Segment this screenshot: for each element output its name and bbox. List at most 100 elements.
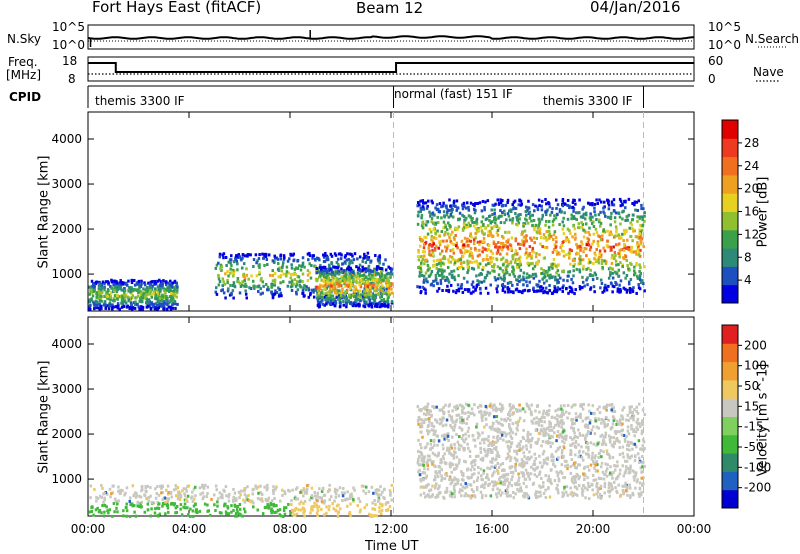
power-cell [579, 258, 582, 262]
power-cell [518, 279, 521, 283]
velocity-cell [323, 501, 326, 505]
velocity-cell [234, 497, 237, 501]
power-cell [638, 216, 642, 220]
velocity-cell [433, 453, 437, 457]
power-cell [618, 287, 622, 291]
velocity-cell [549, 425, 553, 429]
power-cell [582, 264, 585, 268]
power-cell [176, 285, 179, 289]
power-cell [328, 265, 331, 269]
power-cell [260, 276, 263, 280]
power-cell [531, 267, 535, 271]
power-cell [138, 284, 141, 288]
power-cell [566, 274, 570, 278]
velocity-cell [641, 408, 645, 412]
velocity-cell [630, 405, 633, 409]
velocity-cell [102, 514, 106, 518]
power-cell [330, 262, 334, 266]
power-cell [605, 288, 609, 292]
velocity-cell [505, 440, 508, 444]
velocity-cell [575, 493, 579, 497]
velocity-cell [186, 494, 190, 498]
velocity-cell [511, 406, 514, 410]
power-cell [434, 244, 438, 248]
power-cell [632, 229, 635, 233]
power-cell [99, 304, 103, 308]
power-cell [593, 290, 596, 294]
power-cell [467, 205, 470, 209]
power-cell [390, 282, 393, 286]
power-cell [354, 285, 357, 289]
velocity-cell [155, 491, 159, 495]
power-cell [244, 254, 247, 258]
power-cell [525, 272, 529, 276]
velocity-cell [318, 487, 321, 491]
velocity-cell [283, 506, 286, 510]
power-cell [388, 266, 392, 270]
power-cell [532, 286, 535, 290]
velocity-cell [461, 489, 464, 493]
power-cell [521, 291, 524, 295]
power-cell [503, 272, 506, 276]
power-cell [380, 295, 384, 299]
velocity-cell [242, 507, 246, 511]
power-cell [605, 244, 609, 248]
power-cell [439, 281, 443, 285]
power-cell [449, 232, 453, 236]
velocity-cell [618, 430, 621, 434]
velocity-cell [130, 502, 134, 506]
power-cell [638, 269, 641, 273]
power-cell [315, 271, 319, 275]
power-cell [581, 214, 585, 218]
power-cell [418, 270, 422, 274]
power-cell [570, 217, 573, 221]
velocity-cell [510, 484, 514, 488]
power-cell [615, 227, 618, 231]
velocity-cell [570, 479, 574, 483]
velocity-cell [541, 412, 545, 416]
velocity-cell [202, 486, 206, 490]
velocity-cell [577, 428, 580, 432]
power-cell [340, 253, 343, 257]
power-cell [220, 289, 223, 293]
power-cell [326, 273, 329, 277]
velocity-cell [553, 464, 557, 468]
power-cell [496, 245, 499, 249]
power-cell [330, 254, 334, 258]
velocity-cell [447, 438, 450, 442]
power-cell [358, 269, 362, 273]
velocity-cell [435, 454, 439, 458]
power-cell [156, 292, 159, 296]
velocity-cell [534, 457, 538, 461]
power-cell [502, 270, 505, 274]
power-cell [327, 281, 331, 285]
power-cell [475, 283, 479, 287]
power-cell [374, 294, 378, 298]
velocity-cell [423, 495, 427, 499]
velocity-cell [150, 500, 154, 504]
power-cell [617, 274, 621, 278]
power-cell [457, 217, 460, 221]
power-cell [592, 285, 596, 289]
power-cell [371, 294, 374, 298]
power-cell [479, 225, 483, 229]
power-cell [129, 287, 132, 291]
power-cell [625, 290, 629, 294]
power-cell [171, 295, 174, 299]
power-cell [599, 200, 603, 204]
power-cell [327, 284, 330, 288]
power-cell [145, 288, 149, 292]
power-cell [629, 234, 632, 238]
power-cell [333, 252, 337, 256]
power-cell [438, 252, 442, 256]
power-cell [635, 263, 638, 267]
power-cell [323, 265, 327, 269]
power-cell [449, 260, 452, 264]
velocity-cell [230, 510, 233, 514]
power-cell [498, 245, 501, 249]
power-cell [589, 218, 592, 222]
power-cell [440, 230, 444, 234]
power-cell [278, 266, 281, 270]
power-cell [361, 290, 365, 294]
